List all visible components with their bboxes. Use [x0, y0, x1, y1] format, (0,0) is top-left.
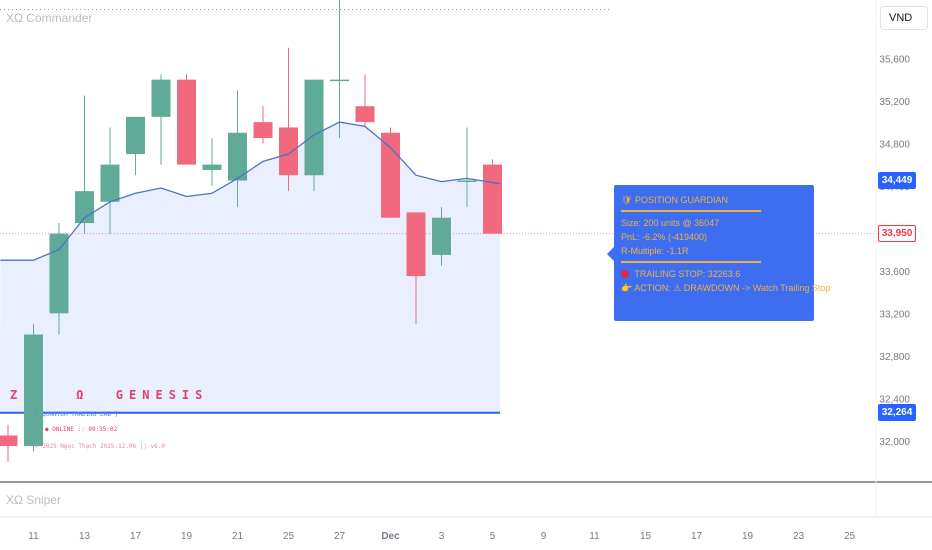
- candle-body: [202, 164, 222, 170]
- x-tick-label: 19: [181, 531, 193, 542]
- candle: [202, 138, 222, 186]
- x-tick-label: Dec: [381, 531, 400, 542]
- shield-icon: 🛡: [621, 195, 633, 205]
- candle: [100, 127, 120, 234]
- online-status: ● ONLINE :: 09:35:02: [45, 426, 118, 433]
- x-tick-label: 19: [742, 531, 754, 542]
- guardian-action: ACTION: ⚠ DRAWDOWN -> Watch Trailing Sto…: [634, 283, 831, 293]
- candle-body: [228, 132, 247, 181]
- x-tick-label: 5: [490, 531, 496, 542]
- candle-body: [126, 116, 145, 154]
- x-tick-label: 23: [793, 531, 805, 542]
- red-circle-icon: [621, 270, 629, 278]
- y-tick-label: 32,400: [879, 394, 910, 405]
- candle: [126, 116, 145, 176]
- genesis-watermark: Z Ω GENESIS: [10, 388, 209, 402]
- x-tick-label: 25: [283, 531, 295, 542]
- indicator-title[interactable]: XΩ Commander: [6, 11, 93, 25]
- candle-body: [304, 79, 324, 176]
- guardian-action-row: 👉 ACTION: ⚠ DRAWDOWN -> Watch Trailing S…: [621, 281, 830, 295]
- y-tick-label: 32,000: [879, 437, 910, 448]
- x-tick-label: 13: [79, 531, 91, 542]
- candle: [177, 74, 196, 165]
- candle-body: [49, 233, 69, 314]
- guardian-title-row: 🛡 POSITION GUARDIAN: [621, 193, 807, 207]
- position-guardian-panel: 🛡 POSITION GUARDIAN Size: 200 units @ 36…: [607, 185, 830, 321]
- ma-fill-area: [0, 122, 500, 413]
- y-tick-label: 34,800: [879, 139, 910, 150]
- guardian-pnl: PnL: -6.2% (-419400): [621, 232, 708, 242]
- candle-body: [483, 164, 502, 234]
- y-tick-label: 33,600: [879, 267, 910, 278]
- price-tag-upper: 34,449: [878, 172, 916, 190]
- y-tick-label: 35,600: [879, 54, 910, 65]
- candle: [381, 127, 400, 218]
- x-tick-label: 9: [541, 531, 547, 542]
- candle: [228, 90, 247, 208]
- y-tick-label: 35,200: [879, 97, 910, 108]
- x-tick-label: 11: [28, 531, 39, 542]
- x-tick-label: 21: [232, 531, 244, 542]
- credit-line: © 2025 Ngọc Thạch 2025.12.06 || v6.0: [35, 443, 166, 450]
- candle-body: [100, 164, 120, 202]
- x-tick-label: 25: [844, 531, 856, 542]
- candle: [457, 127, 477, 208]
- price-tag-trailing-stop: 32,264: [878, 404, 916, 422]
- guardian-trailing: TRAILING STOP: 32263.6: [634, 269, 741, 279]
- candle: [253, 106, 273, 144]
- currency-selector[interactable]: VND: [880, 6, 928, 30]
- candle: [406, 212, 426, 324]
- guardian-divider-top: [621, 210, 761, 212]
- pointing-hand-icon: 👉: [621, 283, 633, 293]
- candle: [355, 74, 375, 128]
- candle: [432, 207, 451, 266]
- x-tick-label: 27: [334, 531, 346, 542]
- candle-body: [381, 132, 400, 218]
- guardian-trailing-row: TRAILING STOP: 32263.6: [621, 267, 807, 281]
- candle: [49, 223, 69, 335]
- price-tag-current: 33,950: [878, 225, 916, 243]
- candle-body: [330, 79, 349, 82]
- guardian-size: Size: 200 units @ 36047: [621, 218, 720, 228]
- candle-body: [355, 106, 375, 123]
- candle-body: [457, 180, 477, 183]
- candle-body: [151, 79, 171, 117]
- candle: [330, 0, 349, 139]
- quantum-lab-label: [ QUANTUM TRADING LAB ]: [35, 411, 119, 418]
- candle-body: [0, 435, 18, 447]
- x-tick-label: 17: [691, 531, 703, 542]
- x-tick-label: 11: [589, 531, 600, 542]
- guardian-r-multiple: R-Multiple: -1.1R: [621, 246, 689, 256]
- guardian-title: POSITION GUARDIAN: [634, 195, 728, 205]
- candle-body: [177, 79, 196, 165]
- guardian-divider-bottom: [621, 261, 761, 263]
- x-tick-label: 15: [640, 531, 652, 542]
- y-tick-label: 32,800: [879, 352, 910, 363]
- candle: [0, 424, 18, 462]
- candle-body: [253, 122, 273, 139]
- y-tick-label: 33,200: [879, 309, 910, 320]
- candle-body: [24, 334, 43, 447]
- ma-line: [0, 121, 501, 261]
- candle: [279, 47, 298, 192]
- candle-body: [279, 127, 298, 176]
- candle-body: [406, 212, 426, 277]
- candle-body: [432, 217, 451, 255]
- x-tick-label: 17: [130, 531, 142, 542]
- candle: [24, 323, 43, 452]
- candle: [151, 74, 171, 165]
- x-tick-label: 3: [439, 531, 445, 542]
- candle: [483, 159, 502, 234]
- lower-pane-title[interactable]: XΩ Sniper: [6, 493, 61, 507]
